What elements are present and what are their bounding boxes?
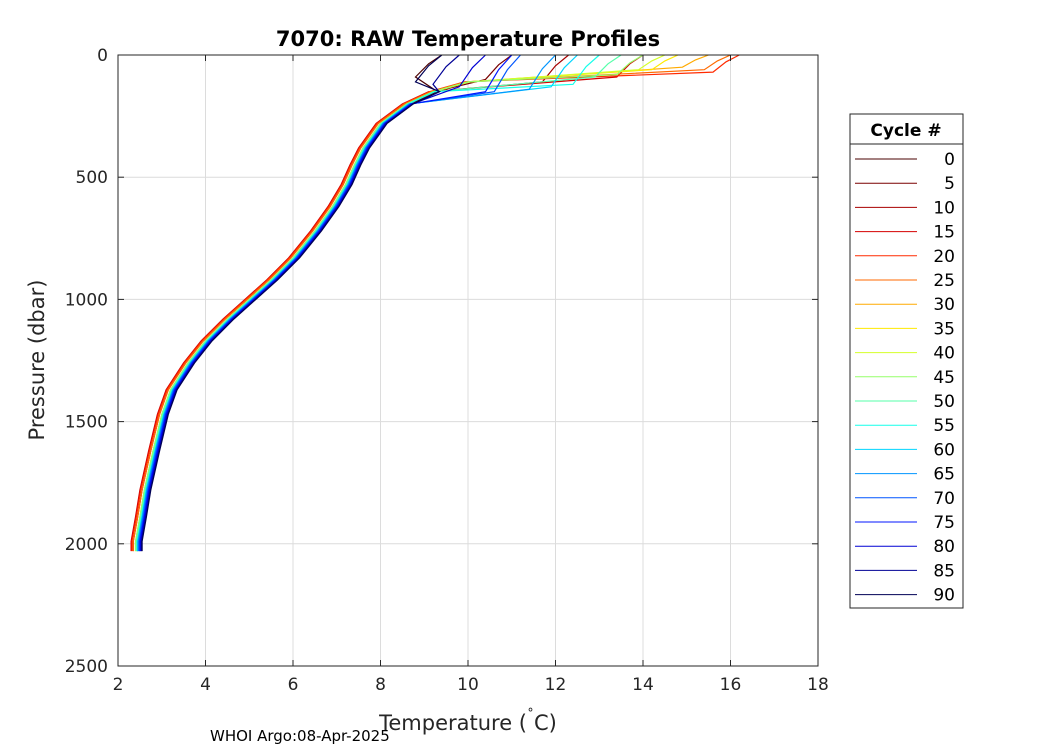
chart-title: 7070: RAW Temperature Profiles bbox=[276, 27, 660, 51]
profile-line-cycle-25 bbox=[132, 54, 731, 552]
x-tick-label: 6 bbox=[288, 675, 299, 695]
y-axis-label: Pressure (dbar) bbox=[25, 280, 49, 441]
x-axis-label-main: Temperature ( bbox=[378, 711, 527, 735]
legend-label: 75 bbox=[933, 513, 955, 533]
legend-label: 0 bbox=[944, 150, 955, 170]
x-tick-label: 12 bbox=[545, 675, 567, 695]
y-tick-label: 2000 bbox=[65, 535, 108, 555]
legend-label: 45 bbox=[933, 368, 955, 388]
x-tick-label: 8 bbox=[375, 675, 386, 695]
x-tick-label: 4 bbox=[200, 675, 211, 695]
legend-entries: 0 5 10 15 20 25 30 35 40 45 50 55 60 65 70 75 80 85 90 bbox=[855, 150, 955, 606]
legend-label: 15 bbox=[933, 223, 955, 243]
x-tick-label: 16 bbox=[720, 675, 742, 695]
profiles bbox=[130, 54, 740, 552]
x-axis-label-unit: C) bbox=[534, 711, 557, 735]
legend-label: 50 bbox=[933, 392, 955, 412]
y-tick-label: 1000 bbox=[65, 290, 108, 310]
legend-box bbox=[849, 113, 964, 609]
y-tick-label: 2500 bbox=[65, 657, 108, 677]
legend-label: 35 bbox=[933, 319, 955, 339]
x-tick-label: 18 bbox=[807, 675, 829, 695]
x-ticks: 2 4 6 8 10 12 14 16 18 bbox=[113, 55, 829, 695]
legend-label: 70 bbox=[933, 489, 955, 509]
legend-label: 85 bbox=[933, 561, 955, 581]
legend-title: Cycle # bbox=[870, 121, 941, 141]
x-tick-label: 10 bbox=[457, 675, 479, 695]
legend-label: 30 bbox=[933, 295, 955, 315]
footer-credit: WHOI Argo:08-Apr-2025 bbox=[210, 727, 390, 745]
legend-label: 65 bbox=[933, 465, 955, 485]
grid bbox=[118, 55, 818, 666]
legend-label: 20 bbox=[933, 247, 955, 267]
y-tick-label: 0 bbox=[97, 46, 108, 66]
legend: Cycle # 0 5 10 15 20 25 30 35 40 45 50 55 60 65 70 75 80… bbox=[849, 113, 964, 609]
legend-label: 40 bbox=[933, 344, 955, 364]
legend-label: 5 bbox=[944, 174, 955, 194]
legend-label: 25 bbox=[933, 271, 955, 291]
y-ticks: 0 500 1000 1500 2000 2500 bbox=[65, 46, 818, 677]
legend-label: 10 bbox=[933, 198, 955, 218]
x-tick-label: 2 bbox=[113, 675, 124, 695]
x-axis-label: Temperature (˚C) bbox=[378, 707, 557, 735]
x-tick-label: 14 bbox=[632, 675, 654, 695]
profile-line-cycle-90 bbox=[141, 54, 443, 552]
legend-label: 60 bbox=[933, 440, 955, 460]
y-tick-label: 1500 bbox=[65, 413, 108, 433]
legend-label: 80 bbox=[933, 537, 955, 557]
legend-label: 55 bbox=[933, 416, 955, 436]
degree-sign: ˚ bbox=[527, 707, 534, 724]
y-tick-label: 500 bbox=[76, 168, 108, 188]
legend-label: 90 bbox=[933, 586, 955, 606]
